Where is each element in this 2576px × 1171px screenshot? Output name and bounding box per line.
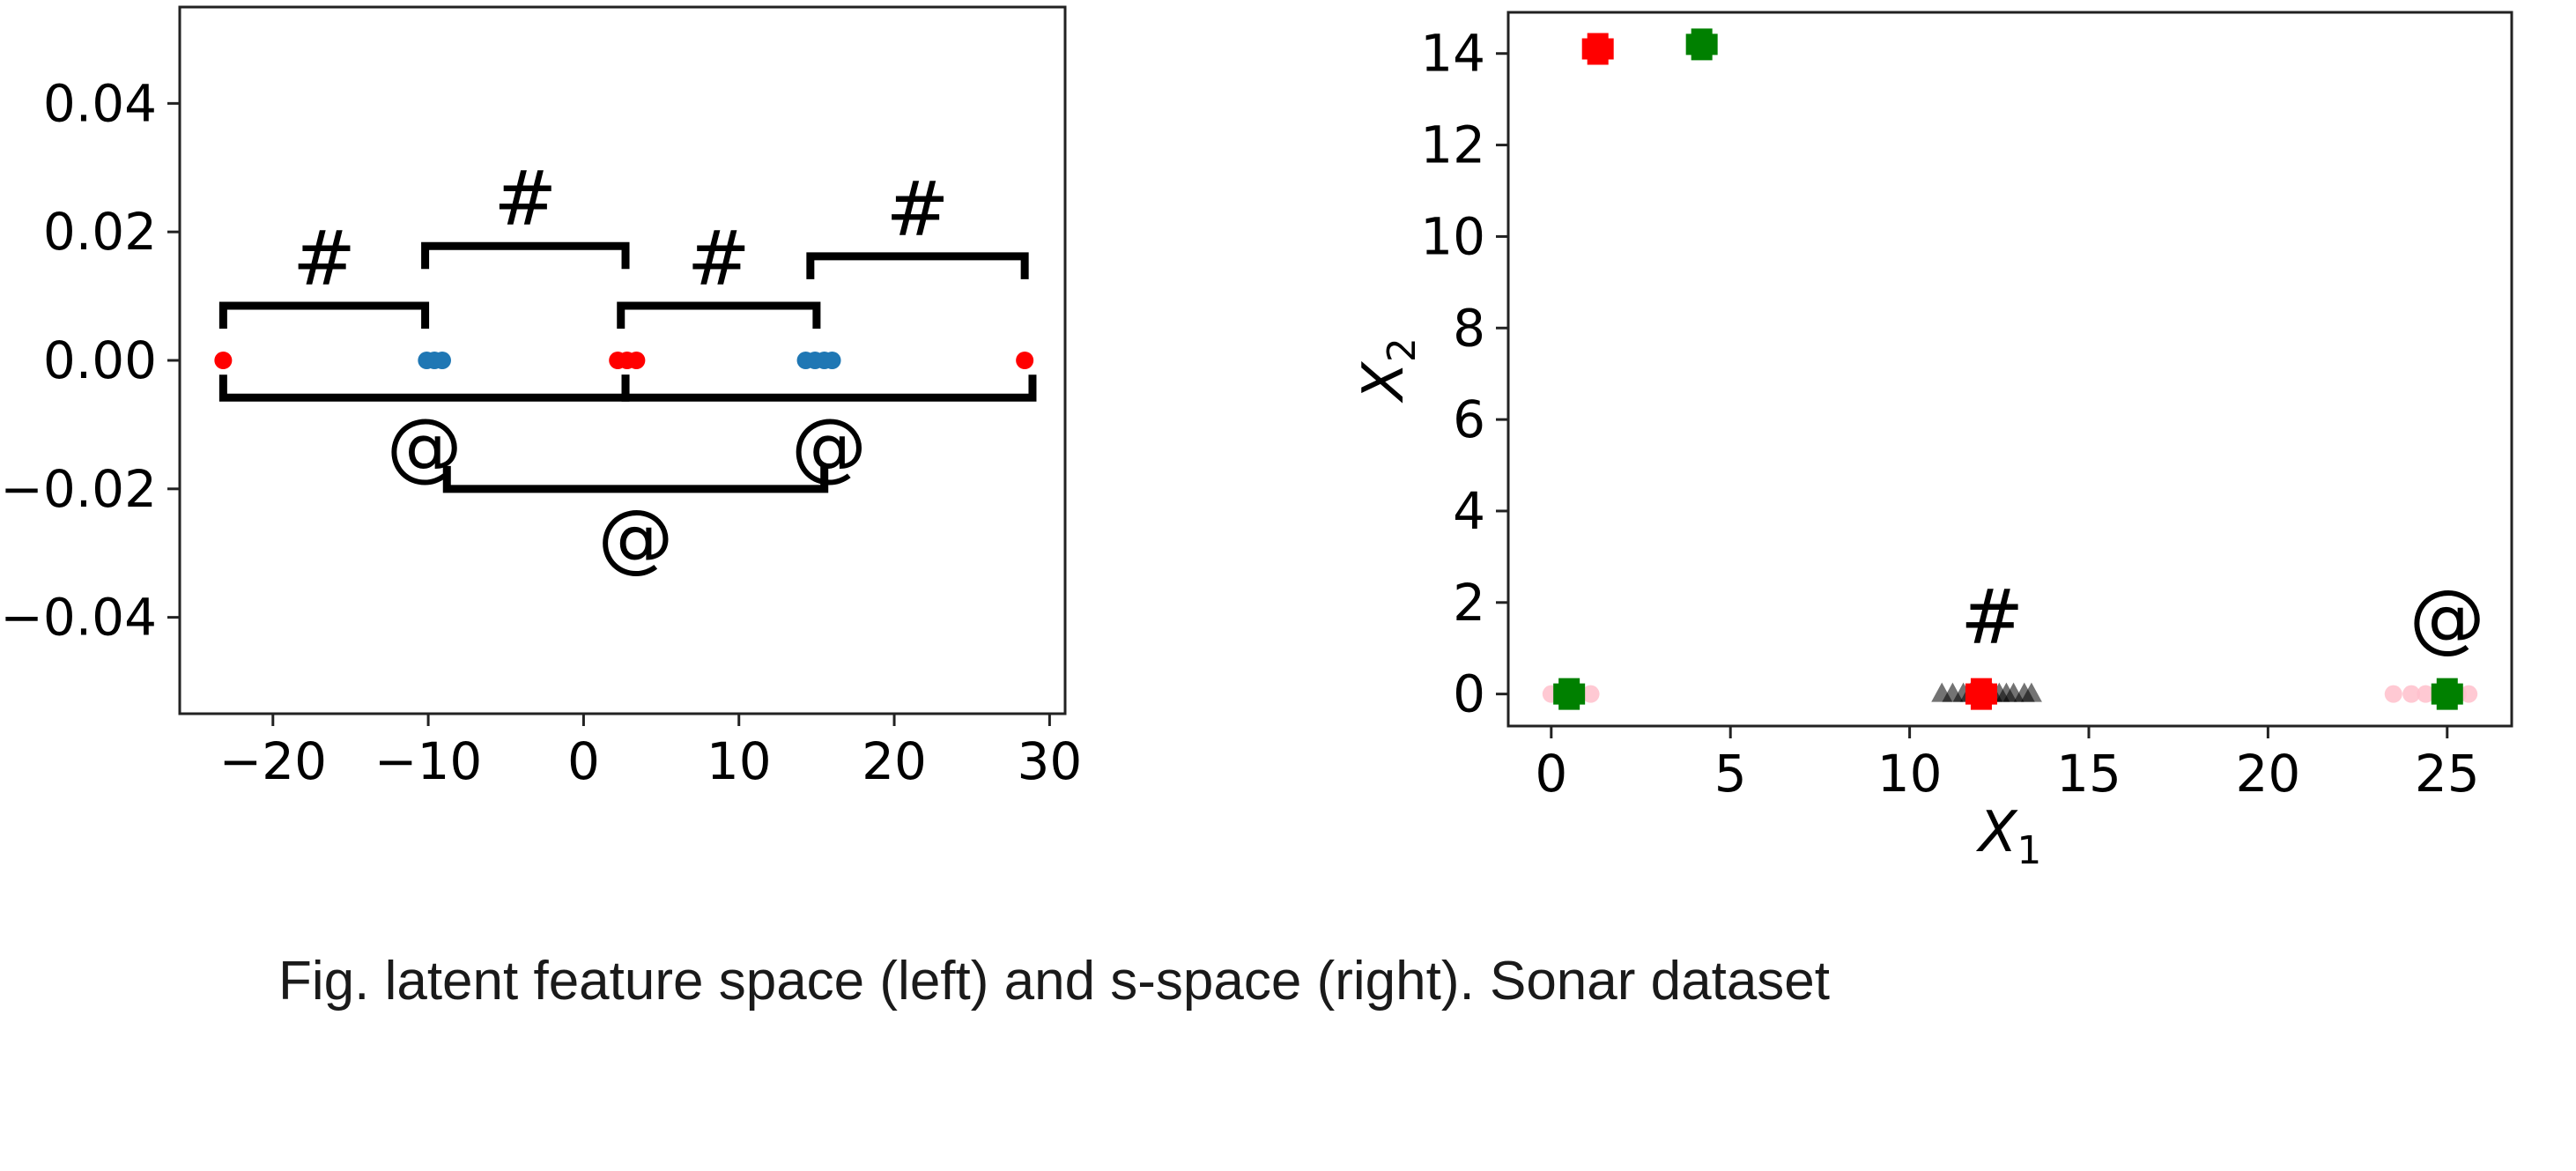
right-x-axis-label: X1 (1976, 800, 2042, 873)
left-bracket (806, 252, 1029, 279)
right-point-plus (1553, 678, 1586, 710)
right-point-plus (1581, 33, 1614, 65)
right-x-tick-label: 5 (1714, 744, 1747, 804)
right-y-tick-label: 2 (1453, 573, 1485, 633)
left-bracket (617, 301, 821, 330)
right-x-tick-label: 20 (2235, 744, 2300, 804)
left-bracket-label: # (687, 215, 751, 303)
left-y-tick-label: 0.02 (43, 202, 157, 262)
left-bracket (621, 374, 1037, 402)
right-y-axis-label: X2 (1351, 337, 1425, 404)
right-point-pink (2417, 685, 2435, 703)
left-y-tick-label: 0.04 (43, 73, 157, 133)
right-point-pink (1581, 685, 1600, 703)
right-x-tick-label: 25 (2415, 744, 2480, 804)
right-x-axis-label-sub: 1 (2017, 828, 2041, 873)
left-bracket (421, 241, 630, 270)
right-plot-frame (1506, 11, 2513, 728)
left-point-series-0 (1016, 352, 1034, 369)
right-y-axis-label-sub: 2 (1380, 337, 1425, 362)
left-y-tick-label: 0.00 (43, 330, 157, 390)
right-point-pink (2460, 685, 2478, 703)
left-x-tick-label: 30 (1017, 731, 1082, 791)
left-y-tick-label: −0.04 (0, 588, 157, 648)
left-point-series-0 (627, 352, 646, 369)
right-y-tick-label: 8 (1453, 298, 1485, 358)
right-point-plus (2431, 678, 2463, 710)
left-bracket (218, 374, 630, 402)
right-x-tick-label: 0 (1535, 744, 1567, 804)
left-bracket (442, 465, 829, 493)
left-point-series-1 (823, 352, 841, 369)
right-y-tick-label: 14 (1420, 24, 1485, 84)
left-bracket-label: @ (791, 402, 867, 490)
left-bracket-label: @ (597, 493, 673, 582)
left-bracket-label: # (885, 166, 949, 254)
left-bracket (218, 301, 430, 330)
right-y-tick-label: 6 (1453, 389, 1485, 449)
left-bracket-label: # (292, 215, 356, 303)
right-y-tick-label: 12 (1420, 115, 1485, 175)
left-x-tick-label: 10 (707, 731, 772, 791)
left-x-tick-label: 0 (567, 731, 600, 791)
right-y-tick-label: 0 (1453, 664, 1485, 724)
left-bracket-label: @ (387, 402, 463, 490)
left-x-tick-label: 20 (862, 731, 927, 791)
right-x-tick-label: 10 (1877, 744, 1943, 804)
right-y-tick-label: 10 (1420, 206, 1485, 266)
left-bracket-label: # (493, 155, 557, 243)
left-point-series-1 (433, 352, 451, 369)
right-point-plus (1685, 28, 1718, 61)
figure-caption: Fig. latent feature space (left) and s-s… (278, 951, 1831, 1012)
right-annotation: @ (2409, 574, 2485, 662)
right-y-tick-label: 4 (1453, 481, 1485, 541)
right-point-pink (2384, 685, 2402, 703)
right-x-tick-label: 15 (2056, 744, 2121, 804)
left-point-series-0 (214, 352, 233, 369)
left-chart-latent-space: −20 −10 0 10 20 30 0.04 0.02 0.00 −0.02 −0.04 # # # # @… (0, 5, 1082, 791)
left-x-tick-label: −10 (374, 731, 482, 791)
left-y-tick-label: −0.02 (0, 459, 157, 519)
right-annotation: # (1960, 574, 2024, 662)
right-point-triangle (2020, 682, 2042, 702)
left-x-tick-label: −20 (219, 731, 327, 791)
right-point-plus (1965, 678, 1997, 710)
right-point-pink (2402, 685, 2421, 703)
